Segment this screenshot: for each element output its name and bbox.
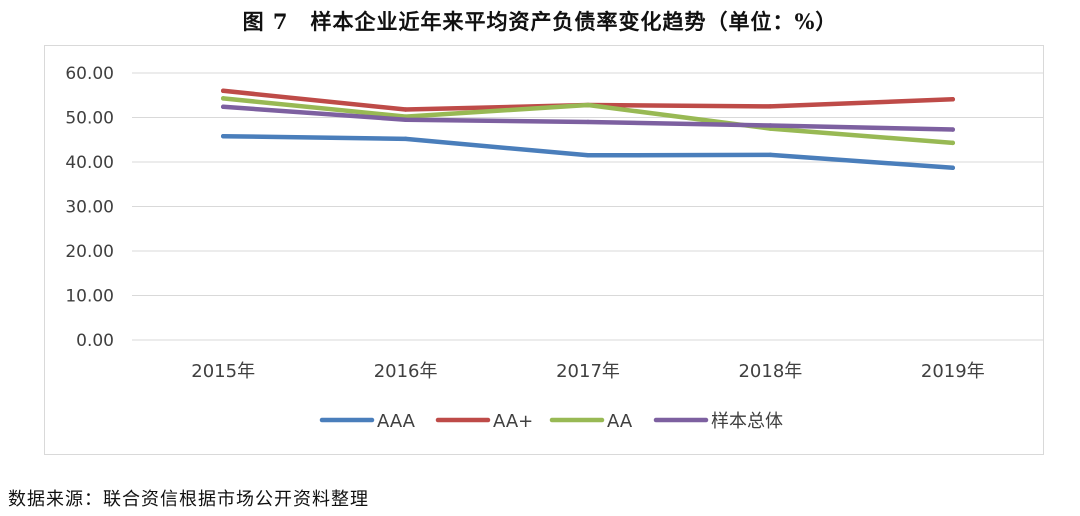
legend-label: 样本总体	[711, 411, 783, 432]
y-tick-label: 30.00	[65, 198, 114, 218]
data-point	[221, 88, 226, 94]
y-tick-label: 0.00	[76, 331, 114, 351]
data-point	[403, 136, 408, 142]
data-point	[768, 104, 773, 109]
data-point	[221, 104, 226, 110]
data-point	[950, 165, 955, 170]
data-point	[768, 152, 773, 158]
data-point	[585, 102, 591, 108]
x-tick-label: 2016年	[374, 361, 438, 382]
y-tick-label: 40.00	[65, 153, 114, 173]
data-point	[403, 107, 408, 112]
data-point	[585, 153, 591, 158]
data-point	[221, 96, 226, 101]
data-point	[950, 127, 955, 132]
chart-title: 图 7 样本企业近年来平均资产负债率变化趋势（单位：%）	[242, 9, 838, 34]
data-point	[403, 117, 408, 122]
data-point	[768, 123, 773, 128]
y-tick-label: 50.00	[65, 109, 114, 129]
y-tick-label: 10.00	[65, 287, 114, 307]
legend-label: AA+	[493, 411, 533, 432]
legend-label: AA	[607, 411, 633, 432]
chart-frame	[44, 45, 1044, 455]
data-point	[585, 119, 591, 125]
data-point	[221, 133, 226, 139]
x-tick-label: 2018年	[738, 361, 802, 382]
x-tick-label: 2015年	[191, 361, 255, 382]
data-source-note: 数据来源：联合资信根据市场公开资料整理	[8, 489, 369, 510]
data-point	[950, 140, 955, 146]
x-tick-label: 2019年	[921, 361, 985, 382]
y-tick-label: 60.00	[65, 64, 114, 84]
series-line-1	[220, 133, 956, 171]
y-tick-label: 20.00	[65, 242, 114, 262]
legend-label: AAA	[377, 411, 416, 432]
x-tick-label: 2017年	[556, 361, 620, 382]
data-point	[950, 97, 955, 102]
